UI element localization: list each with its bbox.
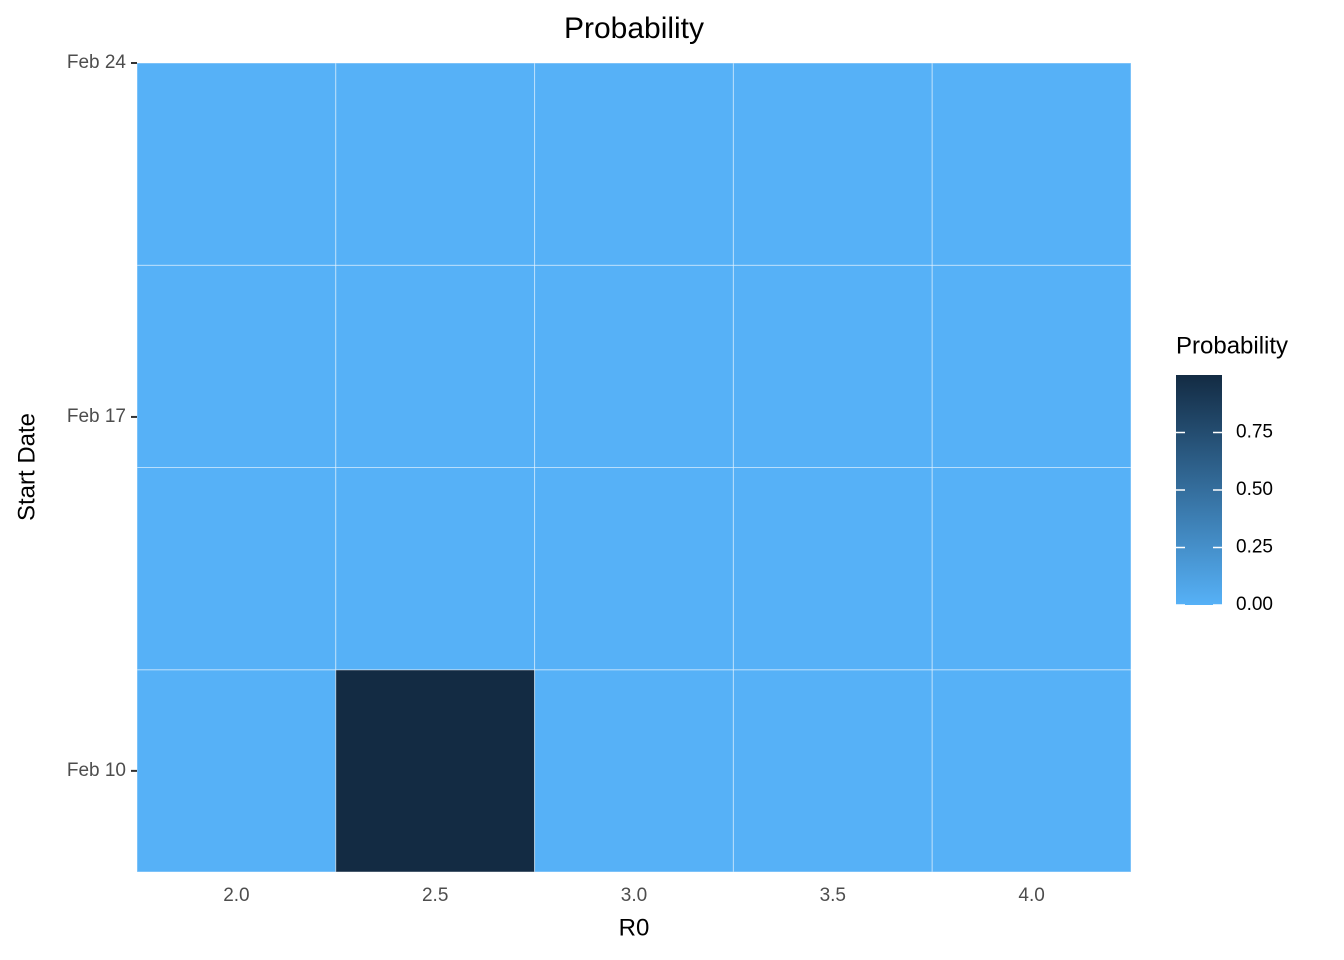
heat-cell [136,62,337,266]
heat-cell [931,669,1132,873]
heat-cell [732,264,933,468]
colorbar-tick-label: 0.50 [1236,479,1273,500]
heat-cell [732,467,933,671]
heat-cell [534,264,734,468]
heat-cell [534,669,734,873]
heat-cell [732,62,933,266]
heat-cell [335,467,536,671]
y-axis-title: Start Date [13,413,40,521]
heat-cell [335,62,536,266]
y-tick-label: Feb 24 [67,52,127,73]
x-tick-label: 2.0 [223,885,249,906]
colorbar-tick-label: 0.25 [1236,537,1273,558]
y-tick-label: Feb 17 [67,406,126,427]
x-tick-label: 3.5 [820,885,846,906]
legend-title: Probability [1176,332,1288,359]
heat-cell [335,669,536,873]
heat-cell [931,62,1132,266]
colorbar-tick-label: 0.75 [1236,422,1273,443]
colorbar-tick-label: 0.00 [1236,594,1273,615]
heat-cell [931,467,1132,671]
heat-cell [335,264,536,468]
x-tick-label: 3.0 [621,885,647,906]
heat-cell [931,264,1132,468]
heat-cell [136,669,337,873]
heat-cell [732,669,933,873]
y-tick-label: Feb 10 [67,760,126,781]
chart-title: Probability [564,12,704,45]
heat-cell [534,62,734,266]
x-axis-title: R0 [619,914,650,941]
heat-cell [534,467,734,671]
heat-cell [136,264,337,468]
x-tick-label: 4.0 [1018,885,1044,906]
x-tick-label: 2.5 [422,885,448,906]
heat-cell [136,467,337,671]
